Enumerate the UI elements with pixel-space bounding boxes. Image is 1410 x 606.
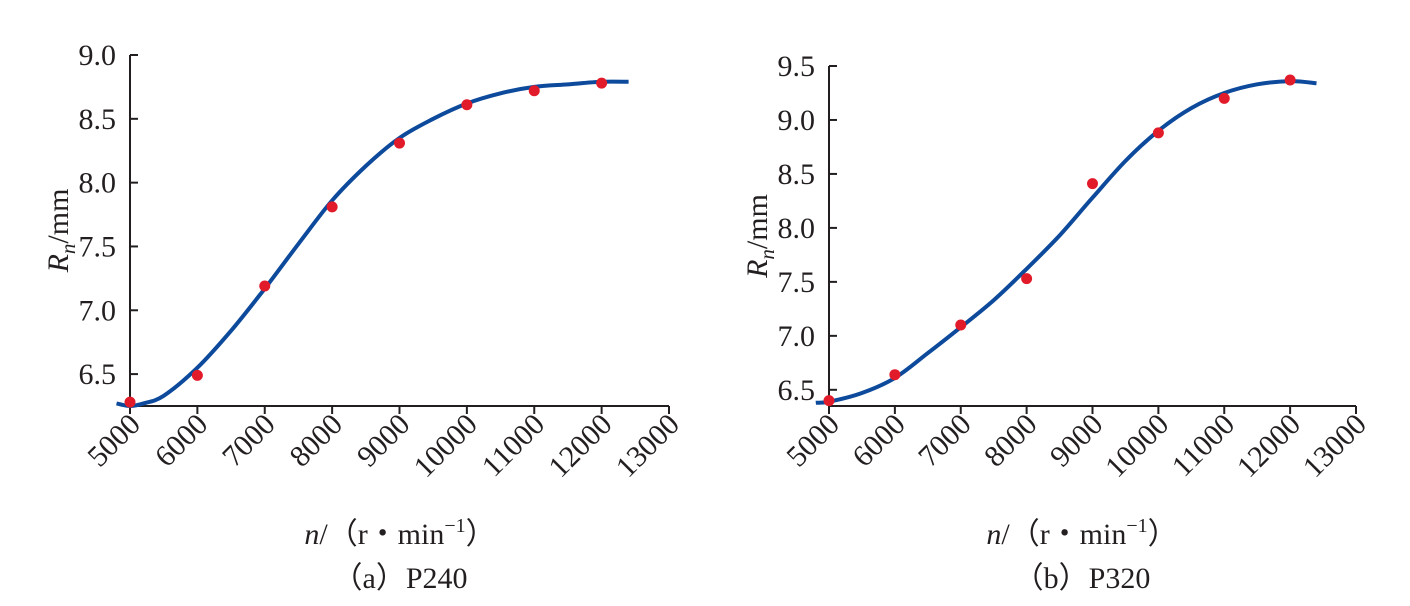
x-axis-unit-sup: −1 <box>444 515 465 537</box>
x-axis-unit-close: ） <box>1148 518 1178 551</box>
x-tick-label: 7000 <box>912 408 978 474</box>
data-point <box>823 395 835 407</box>
data-point <box>1152 127 1164 139</box>
fitted-curve <box>116 79 629 408</box>
y-axis-unit: /mm <box>42 189 75 244</box>
y-tick-label: 7.5 <box>79 230 117 263</box>
data-point <box>889 369 901 381</box>
y-tick-label: 9.0 <box>79 39 117 72</box>
y-tick-label: 6.5 <box>778 374 816 407</box>
y-axis-var: R <box>741 260 774 279</box>
x-tick-label: 5000 <box>780 408 846 474</box>
x-axis-var: n <box>986 518 1001 551</box>
x-tick-label: 8000 <box>283 408 349 474</box>
data-point <box>124 396 136 408</box>
panel-caption: （a）P240 <box>333 562 468 595</box>
data-point <box>259 280 271 292</box>
y-axis-sub: n <box>56 244 80 255</box>
data-point <box>596 77 608 89</box>
x-axis-unit: /（r・min <box>1001 518 1126 551</box>
x-axis-var: n <box>304 518 319 551</box>
y-tick-label: 7.0 <box>778 320 816 353</box>
x-tick-label: 9000 <box>351 408 417 474</box>
data-point <box>1218 92 1230 104</box>
y-axis-title: Rn/mm <box>741 194 779 279</box>
x-tick-label: 9000 <box>1044 408 1110 474</box>
data-point <box>191 369 203 381</box>
data-point <box>528 85 540 97</box>
x-tick-label: 13000 <box>610 408 686 484</box>
y-axis-sub: n <box>755 249 779 260</box>
x-tick-label: 11000 <box>1166 408 1242 484</box>
y-tick-label: 8.5 <box>79 103 117 136</box>
data-point <box>394 137 405 149</box>
data-point <box>1021 273 1033 285</box>
y-tick-label: 8.0 <box>778 212 816 245</box>
fitted-curve <box>815 79 1317 405</box>
data-point <box>1087 178 1098 190</box>
x-tick-label: 11000 <box>476 408 552 484</box>
x-tick-label: 8000 <box>978 408 1044 474</box>
x-tick-label: 12000 <box>542 408 618 484</box>
y-axis-title: Rn/mm <box>42 189 80 274</box>
x-axis-title: n/（r・min−1） <box>304 515 495 551</box>
x-axis-unit-close: ） <box>466 518 496 551</box>
chart-panel-b: 6.5 7.0 7.5 8.0 8.5 9.0 9.5 5000 6000 7000 8000 900… <box>741 50 1373 595</box>
y-tick-label: 7.0 <box>79 294 117 327</box>
y-tick-label: 8.5 <box>778 158 816 191</box>
y-tick-label: 8.0 <box>79 167 117 200</box>
x-tick-label: 7000 <box>216 408 282 474</box>
y-tick-label: 6.5 <box>79 358 117 391</box>
x-tick-label: 13000 <box>1297 408 1373 484</box>
x-axis-unit: /（r・min <box>319 518 444 551</box>
data-point <box>326 201 338 213</box>
chart-panel-a: 6.5 7.0 7.5 8.0 8.5 9.0 5000 6000 7000 8000 900010… <box>42 39 686 595</box>
x-tick-label: 6000 <box>149 408 215 474</box>
x-tick-label: 12000 <box>1231 408 1307 484</box>
x-axis-unit-sup: −1 <box>1126 515 1147 537</box>
x-tick-label: 10000 <box>1099 408 1175 484</box>
y-axis-unit: /mm <box>741 194 774 249</box>
y-tick-label: 7.5 <box>778 266 816 299</box>
y-axis-var: R <box>42 254 75 273</box>
y-tick-label: 9.5 <box>778 50 816 83</box>
x-tick-label: 5000 <box>81 408 147 474</box>
data-point <box>461 99 473 111</box>
x-axis-title: n/（r・min−1） <box>986 515 1177 551</box>
panel-caption: （b）P320 <box>1014 562 1151 595</box>
data-point <box>1284 74 1296 86</box>
data-point <box>955 319 967 331</box>
y-tick-label: 9.0 <box>778 104 816 137</box>
x-tick-label: 6000 <box>846 408 912 474</box>
x-tick-label: 10000 <box>407 408 483 484</box>
